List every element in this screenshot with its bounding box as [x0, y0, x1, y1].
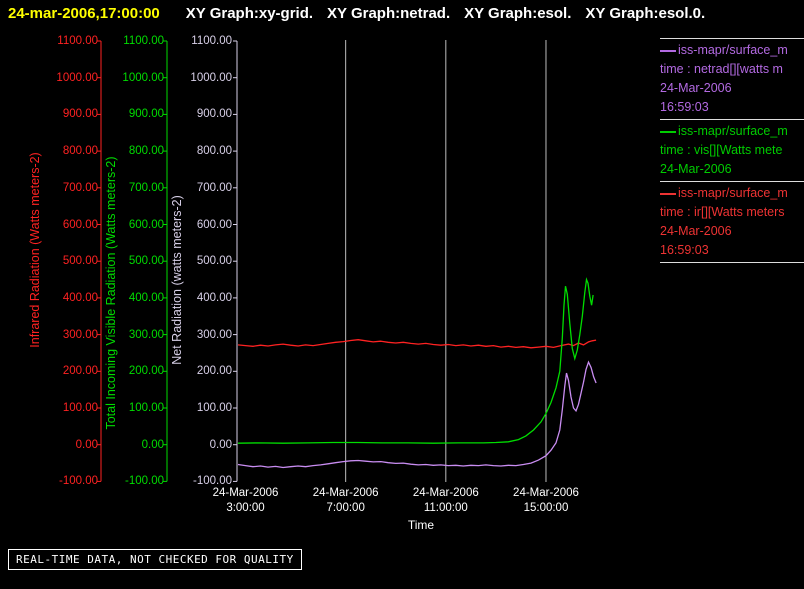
y-tick-label: 500.00 [196, 255, 232, 268]
legend-variable: time : netrad[][watts m [660, 62, 783, 76]
y-tick-label: 500.00 [62, 255, 98, 268]
legend-separator [660, 38, 804, 39]
legend-variable: time : vis[][Watts mete [660, 143, 783, 157]
y-tick-label: 1000.00 [56, 71, 98, 84]
y-tick-label: 600.00 [128, 218, 164, 231]
legend-variable: time : ir[][Watts meters [660, 205, 785, 219]
x-axis-label: Time [407, 518, 435, 532]
header: 24-mar-2006,17:00:00 XY Graph:xy-grid. XY … [8, 5, 719, 22]
trace-vis [237, 277, 594, 444]
y-tick-label: 700.00 [128, 181, 164, 194]
legend-separator [660, 119, 804, 120]
y-tick-label: 400.00 [196, 291, 232, 304]
legend-source-text: iss-mapr/surface_m [678, 124, 788, 138]
x-tick-label: 24-Mar-2006 3:00:00 [191, 486, 301, 516]
y-tick-label: 0.00 [209, 438, 232, 451]
legend-source-line: iss-mapr/surface_m [660, 41, 804, 60]
y-tick-label: -100.00 [192, 475, 232, 488]
legend-source-line: iss-mapr/surface_m [660, 184, 804, 203]
y-tick-label: 1100.00 [191, 35, 232, 47]
y-tick-label: 800.00 [128, 145, 164, 158]
y-tick-label: 100.00 [128, 402, 164, 414]
y-tick-label: 1100.00 [123, 35, 164, 47]
y-tick-label: 1000.00 [190, 71, 232, 84]
y-tick-label: 900.00 [128, 108, 164, 121]
y-tick-label: 200.00 [62, 365, 98, 378]
y-tick-label: -100.00 [58, 475, 98, 488]
legend-separator [660, 262, 804, 263]
x-tick-time: 3:00:00 [226, 502, 265, 514]
x-tick-date: 24-Mar-2006 [212, 487, 279, 499]
legend-line-swatch [660, 130, 676, 133]
y-tick-label: 300.00 [128, 328, 164, 341]
y-tick-label: 600.00 [62, 218, 98, 231]
y-tick-label: 100.00 [62, 402, 98, 414]
x-tick-label: 24-Mar-2006 15:00:00 [491, 486, 601, 516]
y-tick-label: 300.00 [62, 328, 98, 341]
realtime-notice: REAL-TIME DATA, NOT CHECKED FOR QUALITY [8, 549, 302, 570]
legend-date: 24-Mar-2006 [660, 224, 732, 238]
graph-title-netrad: XY Graph:netrad. [327, 5, 451, 22]
trace-ir [237, 339, 597, 349]
x-tick-date: 24-Mar-2006 [312, 487, 379, 499]
y-tick-label: 400.00 [128, 291, 164, 304]
graph-title-xy-grid: XY Graph:xy-grid. [185, 5, 314, 22]
y-axis-ticks-visible: 1100.00 1000.00 900.00 800.00 700.00 600.00 50… [116, 0, 164, 589]
legend-line-swatch [660, 192, 676, 195]
y-tick-label: 200.00 [128, 365, 164, 378]
y-tick-label: 600.00 [196, 218, 232, 231]
y-axis-ticks-net: 1100.00 1000.00 900.00 800.00 700.00 600.00 50… [180, 0, 232, 589]
y-tick-label: 100.00 [196, 402, 232, 414]
y-tick-label: 400.00 [62, 291, 98, 304]
legend-date: 24-Mar-2006 [660, 162, 732, 176]
y-tick-label: 300.00 [196, 328, 232, 341]
x-tick-label: 24-Mar-2006 7:00:00 [291, 486, 401, 516]
y-tick-label: 900.00 [62, 108, 98, 121]
legend-source-line: iss-mapr/surface_m [660, 122, 804, 141]
y-tick-label: 800.00 [196, 145, 232, 158]
legend-line-swatch [660, 49, 676, 52]
y-tick-label: 500.00 [128, 255, 164, 268]
y-tick-label: 900.00 [196, 108, 232, 121]
y-tick-label: 0.00 [75, 438, 98, 451]
x-tick-label: 24-Mar-2006 11:00:00 [391, 486, 501, 516]
legend-time: 16:59:03 [660, 243, 709, 257]
y-tick-label: 700.00 [62, 181, 98, 194]
trace-netrad [237, 360, 597, 469]
x-tick-date: 24-Mar-2006 [513, 487, 579, 499]
y-tick-label: -100.00 [124, 475, 164, 488]
x-tick-time: 7:00:00 [326, 502, 365, 514]
y-tick-label: 200.00 [196, 365, 232, 378]
legend-time: 16:59:03 [660, 100, 709, 114]
y-tick-label: 700.00 [196, 181, 232, 194]
y-tick-label: 0.00 [141, 438, 164, 451]
header-timestamp: 24-mar-2006,17:00:00 [8, 5, 160, 22]
y-axis-ticks-infrared: 1100.00 1000.00 900.00 800.00 700.00 600.00 50… [40, 0, 98, 589]
x-tick-time: 15:00:00 [523, 502, 569, 514]
legend-source-text: iss-mapr/surface_m [678, 43, 788, 57]
legend-separator [660, 181, 804, 182]
graph-title-esol: XY Graph:esol. [464, 5, 572, 22]
y-tick-label: 1100.00 [57, 35, 98, 47]
x-tick-date: 24-Mar-2006 [412, 487, 479, 499]
graph-title-esol-0: XY Graph:esol.0. [585, 5, 706, 22]
legend-source-text: iss-mapr/surface_m [678, 186, 788, 200]
legend-date: 24-Mar-2006 [660, 81, 732, 95]
x-tick-time: 11:00:00 [423, 502, 468, 514]
y-tick-label: 1000.00 [122, 71, 164, 84]
y-tick-label: 800.00 [62, 145, 98, 158]
